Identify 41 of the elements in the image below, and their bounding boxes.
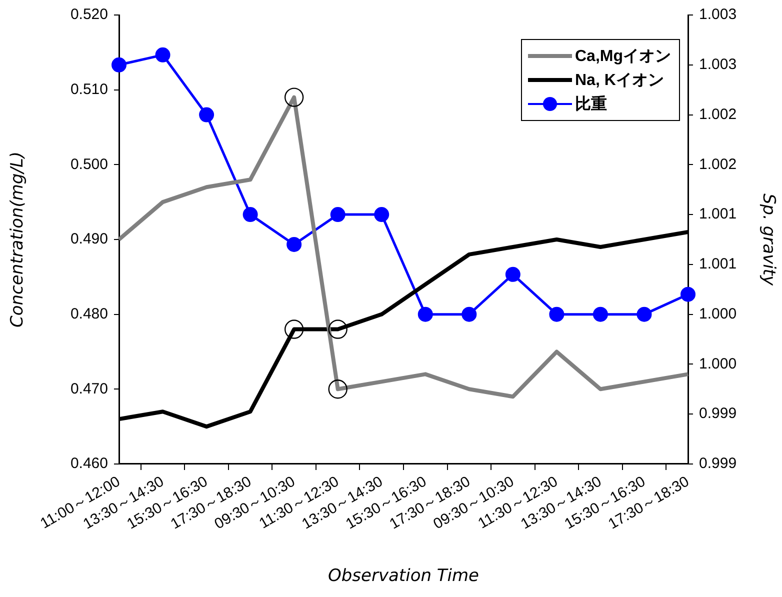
y-axis-title: Concentration(mg/L): [8, 151, 28, 328]
y-tick-label: 0.520: [70, 6, 108, 24]
y2-tick-label: 0.999: [699, 405, 737, 422]
point: [592, 306, 608, 322]
point: [242, 207, 258, 222]
point: [199, 107, 214, 122]
point: [155, 47, 170, 62]
legend-label: Na, Kイオン: [575, 70, 664, 90]
point: [549, 306, 564, 322]
y2-tick-label: 1.002: [699, 106, 737, 123]
point: [284, 88, 304, 107]
y2-tick-label: 1.001: [699, 206, 737, 223]
legend-label: 比重: [575, 94, 607, 114]
point: [680, 286, 696, 302]
y-tick-label: 0.470: [70, 380, 108, 398]
point: [328, 320, 348, 339]
y-tick-label: 0.510: [70, 80, 108, 98]
point: [418, 306, 433, 322]
x-axis-title: Observation Time: [328, 566, 480, 586]
point: [286, 236, 302, 252]
legend-label: Ca,Mgイオン: [575, 46, 671, 66]
point: [330, 207, 346, 222]
point: [328, 380, 348, 399]
y2-tick-label: 1.003: [699, 6, 737, 24]
point: [462, 306, 477, 322]
y2-tick-label: 1.003: [699, 56, 737, 74]
y2-tick-label: 1.000: [699, 305, 737, 322]
point: [505, 266, 520, 282]
y-tick-label: 0.460: [70, 455, 108, 472]
point: [636, 306, 652, 322]
y2-tick-label: 0.999: [699, 455, 737, 472]
y2-tick-label: 1.001: [699, 256, 737, 273]
y-tick-label: 0.490: [70, 230, 108, 248]
y2-tick-label: 1.000: [699, 355, 737, 372]
point: [374, 207, 390, 222]
y-tick-label: 0.480: [70, 305, 108, 322]
y-tick-label: 0.500: [70, 156, 108, 173]
point: [284, 320, 304, 339]
y2-tick-label: 1.002: [699, 156, 737, 173]
point: [112, 57, 126, 72]
y2-axis-title: Sp. gravity: [758, 193, 778, 286]
